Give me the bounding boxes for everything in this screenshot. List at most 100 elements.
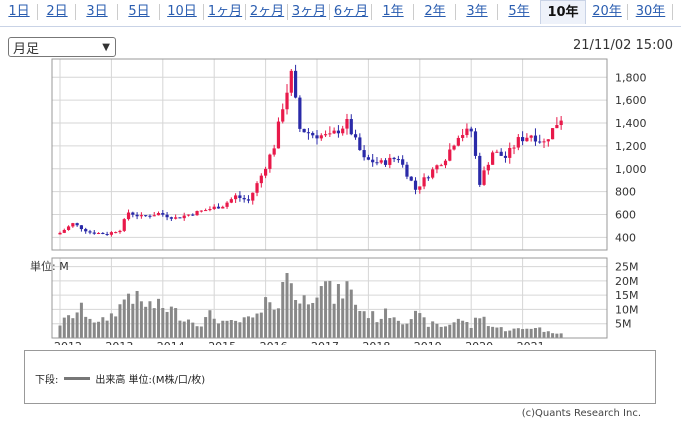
tab-3年[interactable]: 3年: [456, 0, 498, 24]
volume-bar: [559, 333, 563, 338]
volume-bar: [88, 318, 92, 338]
candle-body: [439, 165, 443, 167]
x-tick-label: 2017: [311, 340, 339, 345]
candle-body: [418, 186, 422, 190]
tab-30年[interactable]: 30年: [628, 0, 673, 24]
volume-bar: [508, 330, 512, 338]
period-select[interactable]: 月足 ▼: [8, 37, 116, 57]
candle-body: [84, 229, 88, 232]
tab-1ヶ月[interactable]: 1ヶ月: [204, 0, 246, 24]
volume-bar: [92, 322, 96, 338]
candle-body: [281, 109, 285, 122]
volume-bar: [435, 323, 439, 338]
axis-labels: 2012 2013 2014 2015 2016 2017 2018 2019 2020 2021…: [54, 71, 647, 345]
volume-bar: [521, 329, 525, 338]
candle-body: [276, 121, 281, 149]
tab-5日[interactable]: 5日: [118, 0, 160, 24]
volume-bar: [144, 306, 148, 338]
grid-lines: [52, 59, 607, 338]
volume-bar: [246, 316, 250, 338]
volume-bar: [431, 321, 435, 338]
candle-body: [396, 159, 400, 161]
x-tick-label: 2021: [517, 340, 545, 345]
candle-body: [225, 202, 229, 207]
candle-body: [191, 214, 195, 216]
volume-bar: [174, 308, 178, 338]
volume-bar: [371, 311, 375, 338]
tab-20年[interactable]: 20年: [586, 0, 628, 24]
candle-body: [448, 149, 452, 161]
candle-body: [336, 130, 341, 134]
y-tick-label: 1,000: [615, 163, 647, 176]
volume-bar: [418, 313, 422, 338]
candle-body: [478, 155, 482, 185]
volume-bar: [187, 319, 190, 338]
volume-bar: [495, 327, 499, 338]
volume-bar: [306, 304, 310, 338]
chevron-down-icon: ▼: [102, 41, 110, 53]
candle-body: [555, 125, 559, 129]
price-candles: [58, 64, 563, 237]
candle-body: [401, 159, 405, 165]
candle-body: [186, 214, 191, 216]
volume-bar: [105, 320, 109, 338]
legend-line-swatch: [64, 377, 91, 380]
candle-body: [148, 215, 152, 217]
price-panel-frame: [51, 58, 608, 251]
x-tick-label: 2013: [105, 340, 133, 345]
tab-1年[interactable]: 1年: [372, 0, 414, 24]
volume-bar: [384, 308, 388, 338]
tab-6ヶ月[interactable]: 6ヶ月: [330, 0, 372, 24]
tab-2日[interactable]: 2日: [38, 0, 76, 24]
candle-body: [131, 212, 135, 215]
volume-tick-label: 15M: [615, 289, 639, 302]
tab-1日[interactable]: 1日: [0, 0, 38, 24]
volume-bar: [345, 281, 349, 338]
tab-10年[interactable]: 10年: [540, 0, 586, 24]
x-tick-label: 2012: [54, 340, 82, 345]
candle-body: [144, 215, 148, 217]
volume-bar: [486, 326, 490, 338]
volume-bar: [212, 318, 216, 338]
volume-bar: [221, 320, 225, 338]
candle-body: [114, 232, 118, 234]
tab-3日[interactable]: 3日: [76, 0, 118, 24]
volume-bar: [478, 318, 482, 338]
volume-bar: [161, 307, 165, 338]
legend-text: 出来高 単位:(M株/口/枚): [95, 375, 206, 386]
candle-body: [503, 155, 508, 158]
x-tick-label: 2014: [157, 340, 185, 345]
y-tick-label: 1,200: [615, 140, 647, 153]
volume-bar: [255, 313, 259, 338]
volume-bar: [302, 295, 306, 338]
volume-bar: [491, 326, 495, 338]
candle-body: [358, 137, 362, 151]
volume-bar: [401, 324, 405, 338]
tab-5年[interactable]: 5年: [508, 4, 530, 19]
tab-3ヶ月[interactable]: 3ヶ月: [288, 0, 330, 24]
candle-body: [499, 151, 503, 156]
tab-2ヶ月[interactable]: 2ヶ月: [246, 0, 288, 24]
candle-body: [238, 195, 242, 198]
candle-body: [426, 177, 430, 179]
volume-bar: [139, 301, 143, 338]
candle-body: [298, 97, 302, 129]
candle-body: [58, 232, 62, 235]
candle-body: [289, 70, 293, 93]
candle-body: [495, 151, 499, 153]
candle-body: [456, 137, 460, 146]
candle-body: [341, 128, 345, 134]
candle-body: [96, 232, 101, 234]
candle-body: [388, 157, 392, 165]
tab-2年[interactable]: 2年: [414, 0, 456, 24]
candle-body: [315, 135, 319, 139]
volume-bar: [366, 318, 370, 338]
period-select-value: 月足: [13, 41, 40, 57]
volume-bar: [131, 303, 135, 338]
candle-body: [126, 212, 131, 220]
candle-body: [174, 217, 178, 219]
candle-body: [105, 234, 109, 236]
candle-body: [542, 141, 546, 143]
candle-body: [152, 215, 156, 217]
tab-10日[interactable]: 10日: [160, 0, 204, 24]
